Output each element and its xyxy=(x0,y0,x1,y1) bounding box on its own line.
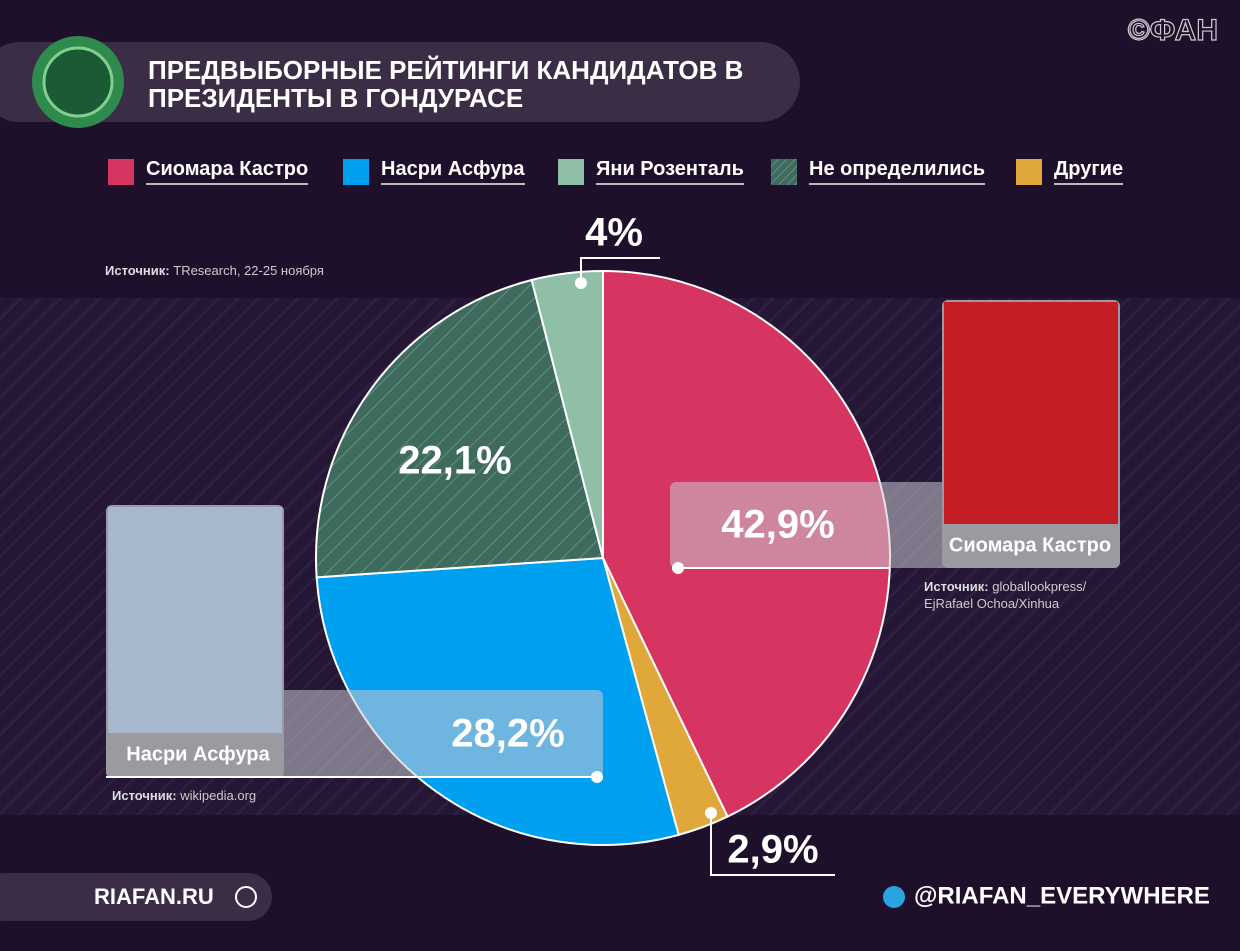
legend-item: Сиомара Кастро xyxy=(108,158,309,185)
pie-slice xyxy=(315,278,605,579)
title: ПРЕДВЫБОРНЫЕ РЕЙТИНГИ КАНДИДАТОВ В ПРЕЗИ… xyxy=(148,55,744,113)
photo-caption: Насри Асфура xyxy=(126,743,270,765)
source-text: TResearch, 22-25 ноября xyxy=(173,263,324,278)
legend-swatch xyxy=(1016,158,1042,185)
logo-inner xyxy=(42,46,114,118)
footer-site: RIAFAN.RU xyxy=(94,884,214,909)
legend-swatch xyxy=(343,158,369,185)
legend-item: Не определились xyxy=(771,158,985,185)
legend-label: Не определились xyxy=(809,158,985,185)
leader-dot xyxy=(672,562,684,574)
photo-caption: Сиомара Кастро xyxy=(949,534,1111,556)
brand: ©ФАН xyxy=(1128,14,1218,47)
telegram-icon xyxy=(883,886,905,908)
source-text: globallookpress/ xyxy=(992,579,1087,594)
pie-slice xyxy=(530,269,604,559)
pie xyxy=(315,269,891,846)
leader-line xyxy=(580,257,660,283)
value-label: 42,9% xyxy=(721,503,834,547)
legend-label: Другие xyxy=(1054,158,1124,185)
photo-castro xyxy=(944,302,1118,524)
legend-swatch xyxy=(108,158,134,185)
photo-source: Источник: globallookpress/EjRafael Ochoa… xyxy=(924,578,1086,612)
globe-icon xyxy=(235,886,257,908)
source-text: wikipedia.org xyxy=(180,788,257,803)
source-label: Источник: xyxy=(924,579,989,594)
value-label: 2,9% xyxy=(727,828,818,872)
source-label: Источник: xyxy=(105,263,170,278)
value-label: 28,2% xyxy=(451,712,564,756)
legend-label: Сиомара Кастро xyxy=(146,158,309,185)
legend-swatch xyxy=(771,158,797,185)
legend-label: Яни Розенталь xyxy=(596,158,744,185)
leader-dot xyxy=(591,771,603,783)
legend-item: Яни Розенталь xyxy=(558,158,744,185)
title-pill xyxy=(0,42,800,122)
photo-asfura xyxy=(108,507,282,733)
value-label: 4% xyxy=(585,211,643,255)
legend-item: Другие xyxy=(1016,158,1124,185)
source-note: Источник: TResearch, 22-25 ноября xyxy=(105,263,324,278)
source-text: EjRafael Ochoa/Xinhua xyxy=(924,596,1060,611)
leader-dot xyxy=(575,277,587,289)
legend-swatch xyxy=(558,158,584,185)
legend-label: Насри Асфура xyxy=(381,158,525,185)
value-label: 22,1% xyxy=(398,439,511,483)
footer-pill xyxy=(0,873,272,921)
footer-telegram: @RIAFAN_EVERYWHERE xyxy=(914,882,1210,909)
leader-line xyxy=(710,813,835,876)
leader-dot xyxy=(705,807,717,819)
legend-item: Насри Асфура xyxy=(343,158,525,185)
photo-source: Источник: wikipedia.org xyxy=(112,788,256,803)
source-label: Источник: xyxy=(112,788,177,803)
